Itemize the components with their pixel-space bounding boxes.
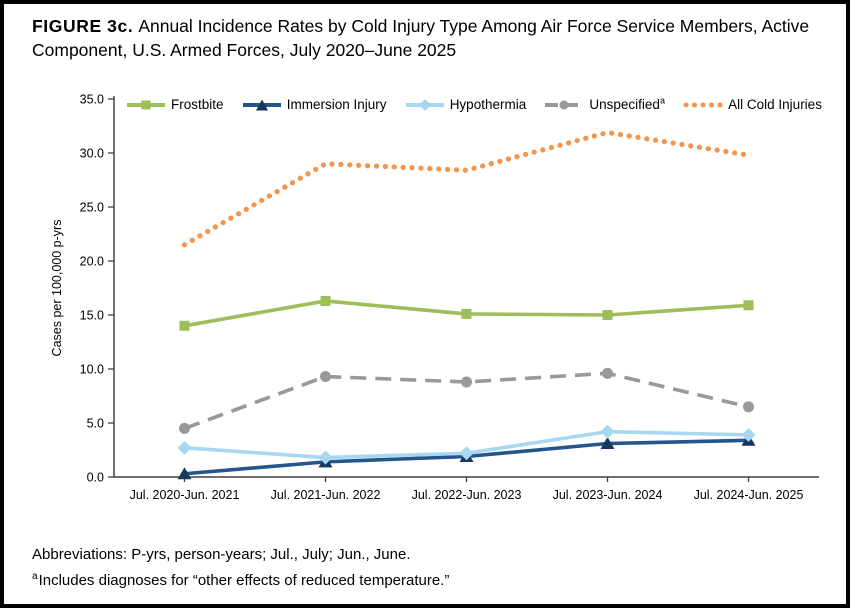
figure-title: FIGURE 3c. Annual Incidence Rates by Cold…: [32, 14, 830, 62]
svg-text:25.0: 25.0: [80, 201, 104, 215]
x-axis-ticks: Jul. 2020-Jun. 2021 Jul. 2021-Jun. 2022 Ju…: [130, 477, 804, 502]
legend-label-unspecified: Unspecifieda: [589, 95, 665, 112]
svg-text:15.0: 15.0: [80, 309, 104, 323]
series-hypothermia: [177, 424, 756, 465]
svg-text:5.0: 5.0: [87, 417, 104, 431]
svg-text:Jul. 2022-Jun. 2023: Jul. 2022-Jun. 2023: [412, 488, 522, 502]
svg-text:Jul. 2024-Jun. 2025: Jul. 2024-Jun. 2025: [694, 488, 804, 502]
footnote: aIncludes diagnoses for “other effects o…: [32, 566, 822, 592]
series-unspecified: [179, 367, 754, 434]
svg-text:Jul. 2020-Jun. 2021: Jul. 2020-Jun. 2021: [130, 488, 240, 502]
svg-text:0.0: 0.0: [87, 471, 104, 485]
abbreviations-note: Abbreviations: P-yrs, person-years; Jul.…: [32, 546, 411, 563]
legend-item-immersion-injury: Immersion Injury: [242, 97, 387, 112]
svg-text:35.0: 35.0: [80, 93, 104, 107]
svg-text:20.0: 20.0: [80, 255, 104, 269]
figure-label: FIGURE 3c.: [32, 16, 134, 36]
legend-item-frostbite: Frostbite: [126, 97, 224, 112]
legend-marker-hypothermia: [405, 98, 444, 111]
svg-text:30.0: 30.0: [80, 147, 104, 161]
svg-text:Jul. 2021-Jun. 2022: Jul. 2021-Jun. 2022: [271, 488, 381, 502]
figure-footer: Abbreviations: P-yrs, person-years; Jul.…: [32, 544, 822, 591]
legend-label-frostbite: Frostbite: [171, 97, 224, 112]
footnote-marker: a: [32, 570, 38, 582]
legend-label-all-cold-injuries: All Cold Injuries: [728, 97, 822, 112]
chart-legend: Frostbite Immersion Injury Hypothermia Unsp…: [126, 95, 822, 112]
figure-title-text: Annual Incidence Rates by Cold Injury Ty…: [32, 16, 810, 60]
y-axis-label: Cases per 100,000 p-yrs: [50, 220, 64, 357]
footnote-text: Includes diagnoses for “other effects of…: [38, 571, 450, 589]
legend-item-unspecified: Unspecifieda: [544, 95, 665, 112]
legend-label-hypothermia: Hypothermia: [449, 97, 527, 112]
axes: [113, 96, 819, 478]
legend-label-immersion-injury: Immersion Injury: [286, 97, 387, 112]
series-frostbite: [179, 295, 754, 331]
legend-marker-frostbite: [127, 100, 165, 109]
y-axis-ticks: 0.0 5.0 10.0 15.0 20.0 25.0 30.0 35.0: [80, 93, 114, 485]
legend-marker-immersion-injury: [242, 99, 281, 110]
legend-item-all-cold-injuries: All Cold Injuries: [683, 97, 822, 112]
legend-marker-all-cold-injuries: [683, 102, 724, 107]
chart: 0.0 5.0 10.0 15.0 20.0 25.0 30.0 35.0 Jul. 2020-…: [50, 93, 819, 502]
svg-text:Jul. 2023-Jun. 2024: Jul. 2023-Jun. 2024: [553, 488, 663, 502]
svg-text:10.0: 10.0: [80, 363, 104, 377]
series-all-cold-injuries: [181, 129, 752, 248]
legend-item-hypothermia: Hypothermia: [405, 97, 527, 112]
legend-marker-unspecified: [545, 100, 584, 109]
